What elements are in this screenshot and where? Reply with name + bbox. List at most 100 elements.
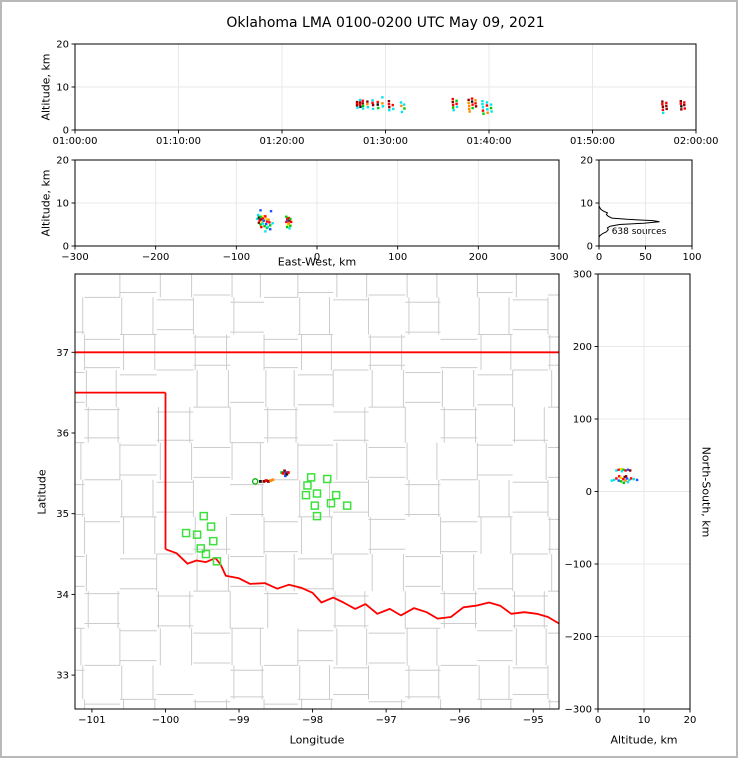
- y-tick-label: 34: [56, 590, 69, 601]
- scatter-point: [376, 103, 379, 106]
- x-tick-label: −100: [223, 252, 250, 263]
- y-tick-label: 33: [56, 671, 69, 682]
- scatter-point: [392, 107, 395, 111]
- x-tick-label: 0: [314, 252, 320, 263]
- x-tick-label: 0: [596, 252, 602, 263]
- station-marker: [331, 490, 341, 500]
- x-tick-label: −96: [449, 715, 470, 726]
- scatter-point: [485, 101, 489, 104]
- x-tick-label: 01:20:00: [260, 136, 305, 147]
- scatter-point: [262, 215, 265, 218]
- scatter-point: [358, 98, 362, 102]
- scatter-point: [467, 104, 471, 108]
- scatter-point: [260, 225, 263, 229]
- scatter-point: [490, 110, 493, 113]
- scatter-point: [265, 220, 269, 223]
- scatter-point: [474, 99, 477, 102]
- x-tick-label: −99: [228, 715, 249, 726]
- scatter-point: [489, 106, 493, 110]
- scatter-point: [617, 479, 620, 482]
- scatter-point: [486, 108, 489, 111]
- scatter-point: [619, 480, 623, 483]
- x-tick-label: 50: [639, 252, 652, 263]
- station-marker: [201, 549, 211, 559]
- scatter-point: [256, 217, 259, 221]
- scatter-point: [281, 471, 285, 475]
- panel-time-height: 01:00:00 01:10:00 01:20:00 01:30:00 01:40:00…: [53, 40, 719, 148]
- panel-ew-height: −300 −200 −100 0 100 200 300 0 10 20: [56, 156, 568, 264]
- y-tick-label: −300: [565, 705, 592, 716]
- scatter-point: [665, 101, 668, 105]
- station-marker: [342, 501, 352, 510]
- scatter-point: [622, 481, 625, 484]
- scatter-point: [680, 105, 683, 108]
- scatter-point: [266, 225, 269, 229]
- y-tick-label: 0: [586, 487, 592, 498]
- scatter-point: [455, 105, 459, 108]
- scatter-point: [451, 106, 455, 109]
- xlabel-longitude: Longitude: [289, 733, 345, 747]
- x-tick-label: −300: [61, 252, 88, 263]
- scatter-point: [622, 477, 625, 481]
- scatter-point: [283, 474, 287, 478]
- y-tick-label: −100: [565, 560, 592, 571]
- scatter-point: [661, 103, 664, 106]
- scatter-point: [610, 479, 613, 482]
- scatter-point: [259, 215, 262, 218]
- x-tick-label: −100: [152, 715, 179, 726]
- scatter-point: [615, 469, 618, 472]
- scatter-point: [285, 215, 288, 218]
- x-tick-label: 200: [469, 252, 488, 263]
- scatter-point: [402, 103, 406, 106]
- x-tick-label: −95: [523, 715, 544, 726]
- scatter-point: [683, 103, 686, 107]
- scatter-point: [261, 216, 265, 220]
- scatter-point: [267, 218, 270, 221]
- y-tick-label: 300: [573, 270, 592, 281]
- station-marker: [301, 490, 311, 500]
- scatter-point: [680, 108, 683, 111]
- histogram-curve: [598, 160, 660, 246]
- scatter-point: [269, 228, 272, 231]
- scatter-point: [280, 471, 284, 474]
- scatter-point: [269, 209, 273, 213]
- station-marker: [310, 501, 320, 510]
- scatter-point: [376, 100, 379, 104]
- station-marker: [192, 530, 202, 539]
- scatter-point: [269, 479, 273, 483]
- x-tick-label: −101: [78, 715, 105, 726]
- x-tick-label: 0: [595, 715, 601, 726]
- station-marker: [206, 522, 216, 531]
- scatter-point: [481, 109, 485, 112]
- x-tick-label: 100: [682, 252, 701, 263]
- y-tick-label: 20: [56, 156, 69, 167]
- scatter-point: [623, 475, 626, 479]
- x-tick-label: 01:50:00: [570, 136, 615, 147]
- scatter-point: [470, 97, 474, 100]
- scatter-point: [286, 219, 290, 222]
- scatter-point: [481, 99, 484, 103]
- scatter-point: [451, 100, 454, 104]
- scatter-point: [451, 97, 454, 101]
- scatter-point: [269, 224, 272, 227]
- scatter-point: [489, 103, 493, 106]
- scatter-point: [366, 100, 369, 103]
- scatter-point: [288, 227, 291, 230]
- scatter-point: [632, 477, 636, 481]
- y-tick-label: 0: [63, 242, 69, 253]
- scatter-point: [259, 209, 262, 212]
- scatter-point: [468, 110, 471, 113]
- scatter-point: [355, 102, 359, 105]
- x-tick-label: 02:00:00: [674, 136, 719, 147]
- scatter-point: [400, 110, 404, 114]
- x-tick-label: −98: [302, 715, 323, 726]
- flash-origin-marker: [251, 478, 259, 485]
- scatter-point: [361, 104, 365, 108]
- y-tick-label: −200: [565, 632, 592, 643]
- x-tick-label: 01:40:00: [467, 136, 512, 147]
- scatter-point: [381, 96, 384, 99]
- scatter-point: [285, 220, 288, 224]
- scatter-point: [486, 111, 489, 114]
- xlabel-ns-altitude: Altitude, km: [610, 733, 678, 747]
